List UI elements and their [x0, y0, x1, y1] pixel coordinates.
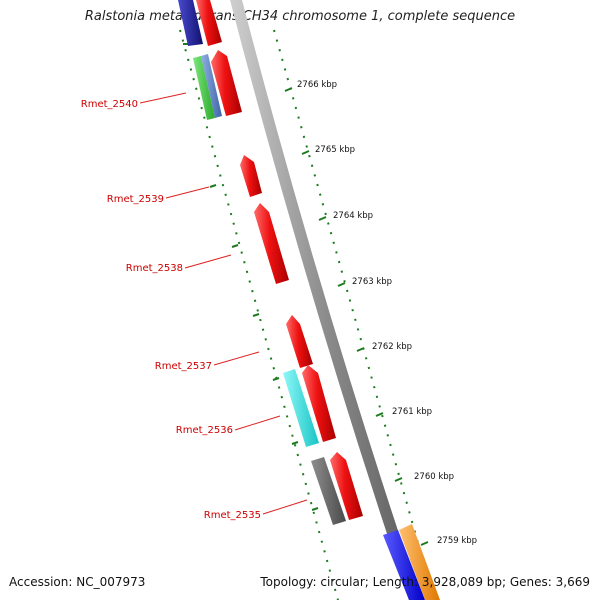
gene-label-rmet-2537[interactable]: Rmet_2537	[155, 361, 212, 372]
gene-labels: Rmet_2540 Rmet_2539 Rmet_2538 Rmet_2537 …	[81, 99, 261, 521]
accession-label: Accession: NC_007973	[9, 575, 146, 589]
gene-label-rmet-2540[interactable]: Rmet_2540	[81, 99, 138, 110]
feature-block-orange	[399, 524, 440, 600]
scale-label: 2759 kbp	[437, 536, 477, 546]
gene-arrow-rmet-2536	[302, 365, 336, 442]
feature-block-navy	[178, 0, 203, 46]
feature-block-blue	[383, 530, 425, 600]
gene-label-rmet-2538[interactable]: Rmet_2538	[126, 263, 183, 274]
scale-label: 2764 kbp	[333, 211, 373, 221]
inner-tick	[209, 184, 217, 188]
feature-block-steel	[201, 54, 222, 118]
feature-blocks	[178, 0, 440, 600]
feature-block-green	[193, 56, 215, 120]
scale-tick	[284, 87, 293, 92]
scale-label: 2763 kbp	[352, 277, 392, 287]
leader-line	[213, 351, 260, 366]
scale-tick	[318, 216, 327, 221]
gene-arrows	[196, 0, 363, 520]
inner-ticks	[183, 43, 319, 511]
scale-label: 2765 kbp	[315, 145, 355, 155]
gene-label-rmet-2535[interactable]: Rmet_2535	[204, 510, 261, 521]
scale-tick	[301, 150, 310, 155]
inner-tick	[272, 377, 280, 381]
gene-label-rmet-2536[interactable]: Rmet_2536	[176, 425, 233, 436]
inner-tick	[252, 313, 260, 317]
inner-tick	[311, 507, 319, 511]
scale-label: 2761 kbp	[392, 407, 432, 417]
leader-line	[262, 499, 308, 515]
scale-ticks	[284, 87, 429, 546]
inner-tick	[291, 441, 299, 445]
gene-arrow-rmet-2538	[254, 203, 289, 284]
gene-arrow-top	[196, 0, 222, 46]
scale-tick	[420, 541, 429, 546]
leader-line	[165, 186, 210, 199]
leader-line	[184, 254, 232, 269]
scale-tick	[356, 347, 365, 352]
scale-tick	[375, 412, 384, 417]
scale-label: 2762 kbp	[372, 342, 412, 352]
feature-block-cyan	[283, 369, 319, 447]
gene-arrow-rmet-2537	[286, 315, 313, 368]
leader-line	[139, 92, 187, 104]
genome-summary: Topology: circular; Length: 3,928,089 bp…	[260, 575, 590, 589]
scale-label: 2766 kbp	[297, 80, 337, 90]
label-leader-lines	[139, 92, 308, 515]
gene-arrow-rmet-2535	[330, 452, 363, 520]
gene-arrow-rmet-2540	[211, 50, 242, 116]
genome-backbone	[230, 0, 421, 600]
gene-arrow-rmet-2539	[240, 155, 262, 197]
gene-label-rmet-2539[interactable]: Rmet_2539	[107, 194, 164, 205]
scale-tick	[394, 477, 403, 482]
scale-tick	[337, 282, 346, 287]
leader-line	[234, 415, 281, 431]
scale-label: 2760 kbp	[414, 472, 454, 482]
scale-labels: 2766 kbp 2765 kbp 2764 kbp 2763 kbp 2762…	[297, 80, 477, 546]
feature-block-gray	[311, 457, 346, 525]
inner-tick	[231, 244, 239, 248]
